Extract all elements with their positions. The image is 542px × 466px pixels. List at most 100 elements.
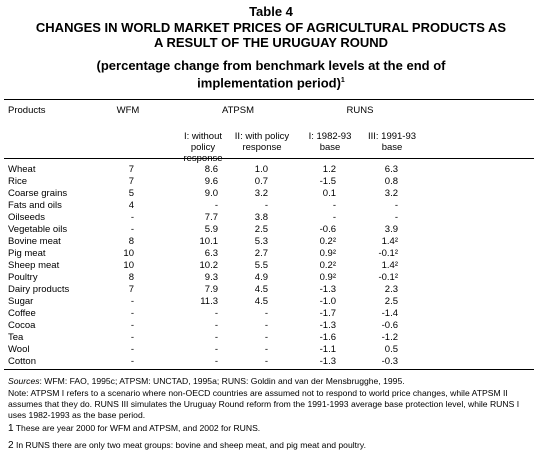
cell: 7.9 <box>204 284 218 295</box>
cell: 0.8 <box>384 176 398 187</box>
sources: Sources: WFM: FAO, 1995c; ATPSM: UNCTAD,… <box>8 376 534 387</box>
cell: - <box>130 308 134 319</box>
cell: 1.4² <box>381 260 398 271</box>
cell: 2.3 <box>384 284 398 295</box>
cell: 6.3 <box>204 248 218 259</box>
cell: - <box>264 344 268 355</box>
cell: -1.3 <box>319 284 336 295</box>
cell: 9.3 <box>204 272 218 283</box>
cell: 7.7 <box>204 212 218 223</box>
cell: 8 <box>128 272 134 283</box>
cell: - <box>130 332 134 343</box>
row-label: Wheat <box>8 164 36 175</box>
column-header: I: without policy response <box>183 131 223 164</box>
cell: - <box>264 332 268 343</box>
column-header: I: 1982-93 base <box>308 131 352 153</box>
group-header: Products <box>8 105 46 116</box>
column-header: II: with policy response <box>234 131 290 153</box>
cell: - <box>264 320 268 331</box>
row-label: Sugar <box>8 296 34 307</box>
cell: 1.0 <box>254 164 268 175</box>
cell: - <box>130 212 134 223</box>
cell: 8.6 <box>204 164 218 175</box>
cell: 7 <box>128 176 134 187</box>
footnote: 1 These are year 2000 for WFM and ATPSM,… <box>8 423 534 434</box>
cell: 2.5 <box>384 296 398 307</box>
cell: 7 <box>128 164 134 175</box>
row-label: Dairy products <box>8 284 70 295</box>
footnote: 2 In RUNS there are only two meat groups… <box>8 440 534 451</box>
cell: -1.4 <box>381 308 398 319</box>
group-header: WFM <box>116 105 140 116</box>
footnote-ref: 1 <box>340 77 345 84</box>
cell: 11.3 <box>200 296 218 307</box>
note: Note: ATPSM I refers to a scenario where… <box>8 388 520 420</box>
cell: 4.5 <box>254 284 268 295</box>
row-label: Fats and oils <box>8 200 62 211</box>
row-label: Poultry <box>8 272 38 283</box>
cell: 4.9 <box>254 272 268 283</box>
cell: - <box>214 200 218 211</box>
row-label: Tea <box>8 332 24 343</box>
cell: -1.1 <box>319 344 336 355</box>
row-label: Pig meat <box>8 248 46 259</box>
cell: - <box>130 356 134 367</box>
rule <box>4 158 534 159</box>
cell: 10 <box>123 248 134 259</box>
cell: 3.2 <box>254 188 268 199</box>
cell: - <box>264 356 268 367</box>
row-label: Oilseeds <box>8 212 45 223</box>
cell: 5.3 <box>254 236 268 247</box>
cell: -1.3 <box>319 320 336 331</box>
cell: - <box>214 308 218 319</box>
footnote-text: In RUNS there are only two meat groups: … <box>15 440 366 450</box>
cell: - <box>214 344 218 355</box>
cell: 9.6 <box>204 176 218 187</box>
sources-text: : WFM: FAO, 1995c; ATPSM: UNCTAD, 1995a;… <box>39 376 405 386</box>
cell: -1.3 <box>319 356 336 367</box>
cell: - <box>130 224 134 235</box>
row-label: Coffee <box>8 308 36 319</box>
cell: 3.2 <box>384 188 398 199</box>
row-label: Rice <box>8 176 28 187</box>
cell: 2.5 <box>254 224 268 235</box>
cell: 10.1 <box>199 236 219 247</box>
cell: - <box>332 200 336 211</box>
cell: 4 <box>128 200 134 211</box>
cell: 5.9 <box>204 224 218 235</box>
cell: -0.1² <box>378 248 398 259</box>
cell: - <box>332 212 336 223</box>
cell: -0.6 <box>319 224 336 235</box>
rule <box>4 369 534 370</box>
cell: - <box>264 200 268 211</box>
row-label: Cotton <box>8 356 36 367</box>
cell: - <box>264 308 268 319</box>
cell: -1.7 <box>319 308 336 319</box>
cell: 0.9² <box>319 272 336 283</box>
cell: 3.9 <box>384 224 398 235</box>
cell: - <box>214 356 218 367</box>
cell: 3.8 <box>254 212 268 223</box>
cell: -1.6 <box>319 332 336 343</box>
footnote-mark: 2 <box>8 440 14 451</box>
cell: 0.1 <box>322 188 336 199</box>
cell: - <box>394 212 398 223</box>
cell: 4.5 <box>254 296 268 307</box>
sources-label: Sources <box>8 376 40 386</box>
cell: 0.2² <box>319 236 336 247</box>
column-header: III: 1991-93 base <box>367 131 417 153</box>
cell: 6.3 <box>384 164 398 175</box>
cell: - <box>214 332 218 343</box>
cell: - <box>130 296 134 307</box>
footnote-mark: 1 <box>8 423 14 434</box>
cell: 5.5 <box>254 260 268 271</box>
cell: - <box>214 320 218 331</box>
cell: - <box>394 200 398 211</box>
cell: 0.2² <box>319 260 336 271</box>
cell: 2.7 <box>254 248 268 259</box>
group-header: ATPSM <box>221 105 255 116</box>
row-label: Wool <box>8 344 30 355</box>
row-label: Sheep meat <box>8 260 60 271</box>
row-label: Bovine meat <box>8 236 61 247</box>
